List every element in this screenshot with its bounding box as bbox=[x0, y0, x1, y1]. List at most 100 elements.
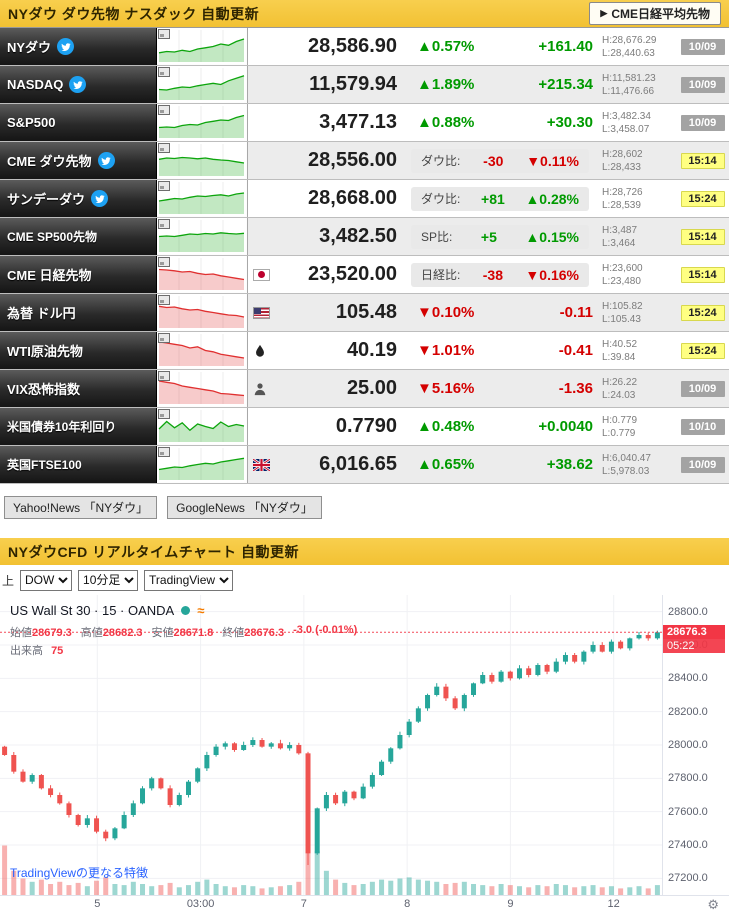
time-badge: 15:24 bbox=[680, 342, 725, 359]
price-wrap: 28,586.90 bbox=[251, 35, 397, 58]
candlestick-plot[interactable] bbox=[0, 595, 662, 895]
price-wrap: 28,556.00 bbox=[251, 149, 397, 172]
quote-main: 28,668.00 ダウ比: +81 ▲0.28% bbox=[248, 180, 600, 217]
price-axis-label: 27600.0 bbox=[668, 805, 708, 818]
time-axis[interactable]: ⚙ 5 03:00 7 8 9 12 bbox=[0, 895, 729, 913]
interval-select[interactable]: 10分足 bbox=[78, 569, 139, 591]
comparison-box: 日経比: -38 ▼0.16% bbox=[411, 262, 589, 287]
day-high: H:6,040.47 bbox=[602, 452, 651, 464]
sparkline-chart[interactable] bbox=[157, 332, 248, 369]
day-high: H:3,482.34 bbox=[602, 110, 651, 122]
comparison-percent: ▼0.16% bbox=[525, 266, 579, 283]
cme-nikkei-futures-button[interactable]: ▶ CME日経平均先物 bbox=[589, 2, 721, 25]
page-title: NYダウ ダウ先物 ナスダック 自動更新 bbox=[8, 5, 260, 22]
comparison-box: SP比: +5 ▲0.15% bbox=[411, 224, 589, 249]
instrument-label[interactable]: NYダウ bbox=[0, 28, 157, 65]
low-value: 28671.8 bbox=[173, 627, 214, 639]
popup-window-icon[interactable] bbox=[158, 295, 170, 305]
time-badge: 15:14 bbox=[680, 152, 725, 169]
popup-window-icon[interactable] bbox=[158, 219, 170, 229]
sparkline-chart[interactable] bbox=[157, 104, 248, 141]
instrument-label[interactable]: S&P500 bbox=[0, 104, 157, 141]
day-high: H:3,487 bbox=[602, 224, 638, 236]
popup-window-icon[interactable] bbox=[158, 29, 170, 39]
popup-window-icon[interactable] bbox=[158, 257, 170, 267]
sparkline-chart[interactable] bbox=[157, 408, 248, 445]
comparison-box: ダウ比: -30 ▼0.11% bbox=[411, 148, 589, 173]
popup-window-icon[interactable] bbox=[158, 143, 170, 153]
tradingview-promo-link[interactable]: TradingViewの更なる特徴 bbox=[10, 866, 149, 880]
sparkline-chart[interactable] bbox=[157, 294, 248, 331]
quotes-table: NYダウ 28,586.90 ▲0.57% +161.40 H:28,676.29 L:2… bbox=[0, 27, 729, 484]
axis-settings-gear-icon[interactable]: ⚙ bbox=[707, 897, 719, 912]
change-percent: ▼1.01% bbox=[417, 342, 475, 359]
quote-row: CME ダウ先物 28,556.00 ダウ比: -30 ▼0.11% H:28,602 L:… bbox=[0, 142, 729, 180]
google-news-link[interactable]: GoogleNews 「NYダウ」 bbox=[167, 496, 322, 519]
symbol-select[interactable]: DOW bbox=[20, 569, 73, 591]
popup-window-icon[interactable] bbox=[158, 105, 170, 115]
high-value: 28682.3 bbox=[102, 627, 143, 639]
popup-window-icon[interactable] bbox=[158, 409, 170, 419]
price-wrap: 0.7790 bbox=[251, 415, 397, 438]
day-high: H:40.52 bbox=[602, 338, 638, 350]
quote-row: 米国債券10年利回り 0.7790 ▲0.48% +0.0040 H:0.779 L:0.… bbox=[0, 408, 729, 446]
instrument-label[interactable]: 英国FTSE100 bbox=[0, 446, 157, 483]
sparkline-chart[interactable] bbox=[157, 66, 248, 103]
close-label: 終値 bbox=[222, 627, 245, 639]
price-axis-label: 27200.0 bbox=[668, 872, 708, 885]
popup-window-icon[interactable] bbox=[158, 371, 170, 381]
sparkline-chart[interactable] bbox=[157, 256, 248, 293]
popup-window-icon[interactable] bbox=[158, 181, 170, 191]
sparkline-chart[interactable] bbox=[157, 28, 248, 65]
twitter-icon[interactable] bbox=[57, 38, 75, 55]
tradingview-chart[interactable]: US Wall St 30 · 15 · OANDA ≈ 始値28679.3 高… bbox=[0, 595, 729, 913]
time-cell: 15:14 bbox=[676, 218, 729, 255]
instrument-label[interactable]: CME SP500先物 bbox=[0, 218, 157, 255]
high-low: H:105.82 L:105.43 bbox=[600, 294, 676, 331]
bar-countdown: 05:22 bbox=[663, 639, 725, 654]
quote-row: CME 日経先物 23,520.00 日経比: -38 ▼0.16% H:23,600 L:… bbox=[0, 256, 729, 294]
time-badge: 15:24 bbox=[680, 304, 725, 321]
yahoo-news-link[interactable]: Yahoo!News 「NYダウ」 bbox=[4, 496, 158, 519]
quote-row: 英国FTSE100 6,016.65 ▲0.65% +38.62 H:6,040.47 L… bbox=[0, 446, 729, 484]
high-low: H:0.779 L:0.779 bbox=[600, 408, 676, 445]
instrument-label[interactable]: CME 日経先物 bbox=[0, 256, 157, 293]
high-low: H:26.22 L:24.03 bbox=[600, 370, 676, 407]
sparkline-chart[interactable] bbox=[157, 218, 248, 255]
sparkline-chart[interactable] bbox=[157, 180, 248, 217]
day-high: H:28,602 bbox=[602, 148, 643, 160]
comparison-percent: ▲0.28% bbox=[525, 190, 579, 207]
instrument-label[interactable]: NASDAQ bbox=[0, 66, 157, 103]
sparkline-chart[interactable] bbox=[157, 446, 248, 483]
day-high: H:28,726 bbox=[602, 186, 643, 198]
chart-symbol-row: US Wall St 30 · 15 · OANDA ≈ bbox=[10, 603, 204, 618]
time-cell: 10/10 bbox=[676, 408, 729, 445]
sparkline-chart[interactable] bbox=[157, 370, 248, 407]
popup-window-icon[interactable] bbox=[158, 67, 170, 77]
instrument-name: NYダウ bbox=[7, 40, 52, 55]
instrument-label[interactable]: CME ダウ先物 bbox=[0, 142, 157, 179]
day-low: L:24.03 bbox=[602, 389, 636, 401]
instrument-label[interactable]: サンデーダウ bbox=[0, 180, 157, 217]
twitter-icon[interactable] bbox=[69, 76, 87, 93]
change-value: +161.40 bbox=[538, 38, 593, 55]
instrument-label[interactable]: 米国債券10年利回り bbox=[0, 408, 157, 445]
instrument-name: サンデーダウ bbox=[7, 192, 86, 207]
news-links-row: Yahoo!News 「NYダウ」 GoogleNews 「NYダウ」 bbox=[0, 484, 729, 519]
popup-window-icon[interactable] bbox=[158, 333, 170, 343]
instrument-label[interactable]: VIX恐怖指数 bbox=[0, 370, 157, 407]
price-wrap: 28,668.00 bbox=[251, 187, 397, 210]
provider-select[interactable]: TradingView bbox=[144, 569, 234, 591]
instrument-name: 米国債券10年利回り bbox=[7, 420, 117, 434]
chart-controls: 上 DOW 10分足 TradingView bbox=[0, 565, 729, 595]
fear-person-icon bbox=[253, 382, 267, 396]
instrument-label[interactable]: 為替 ドル円 bbox=[0, 294, 157, 331]
time-axis-label: 8 bbox=[404, 898, 411, 910]
twitter-icon[interactable] bbox=[91, 190, 109, 207]
twitter-icon[interactable] bbox=[97, 152, 115, 169]
change-value: +30.30 bbox=[546, 114, 593, 131]
sparkline-chart[interactable] bbox=[157, 142, 248, 179]
instrument-label[interactable]: WTI原油先物 bbox=[0, 332, 157, 369]
popup-window-icon[interactable] bbox=[158, 447, 170, 457]
chart-symbol-title[interactable]: US Wall St 30 · 15 · OANDA bbox=[10, 603, 175, 618]
